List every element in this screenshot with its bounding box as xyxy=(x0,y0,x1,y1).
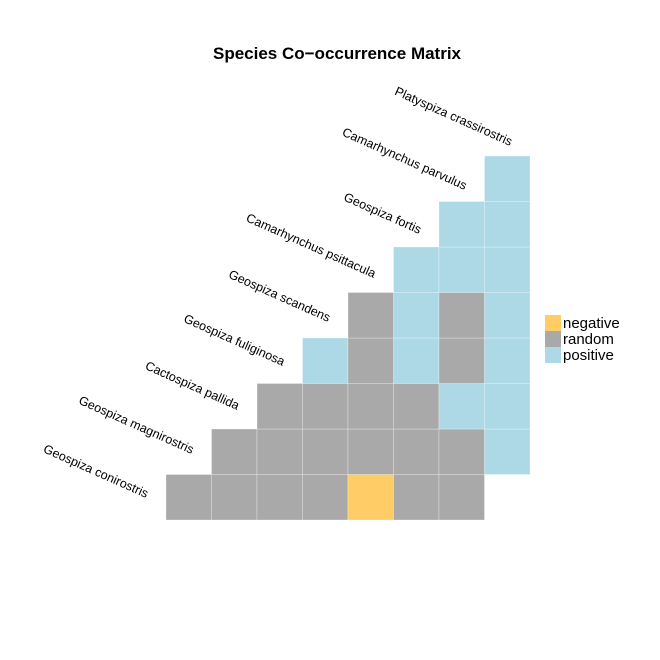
species-label: Cactospiza pallida xyxy=(143,359,241,413)
species-label: Geospiza fortis xyxy=(342,190,424,237)
matrix-cell-random xyxy=(393,428,440,475)
matrix-cell-random xyxy=(347,292,394,339)
matrix-cell-positive xyxy=(484,292,531,339)
matrix-cell-positive xyxy=(302,337,349,384)
matrix-cell-random xyxy=(302,474,349,521)
matrix-cell-positive xyxy=(393,246,440,293)
matrix-cell-positive xyxy=(393,337,440,384)
matrix-cell-random xyxy=(302,428,349,475)
matrix-cell-positive xyxy=(438,246,485,293)
matrix-cell-positive xyxy=(484,155,531,202)
matrix-cell-random xyxy=(347,428,394,475)
matrix-cell-positive xyxy=(484,428,531,475)
matrix-cells xyxy=(165,155,531,521)
legend-swatch-negative xyxy=(545,315,561,331)
matrix-cell-random xyxy=(302,383,349,430)
matrix-cell-positive xyxy=(438,201,485,248)
matrix-cell-random xyxy=(393,383,440,430)
matrix-cell-positive xyxy=(393,292,440,339)
matrix-cell-random xyxy=(347,383,394,430)
matrix-cell-positive xyxy=(438,383,485,430)
matrix-cell-positive xyxy=(484,383,531,430)
matrix-cell-random xyxy=(347,337,394,384)
species-label: Geospiza scandens xyxy=(226,267,332,324)
matrix-cell-random xyxy=(211,474,258,521)
chart-title: Species Co−occurrence Matrix xyxy=(213,44,462,63)
matrix-cell-random xyxy=(438,337,485,384)
legend-label-random: random xyxy=(563,331,614,348)
matrix-cell-random xyxy=(256,428,303,475)
matrix-cell-positive xyxy=(484,201,531,248)
species-label: Geospiza fuliginosa xyxy=(182,312,287,369)
matrix-cell-random xyxy=(256,383,303,430)
matrix-cell-positive xyxy=(484,246,531,293)
matrix-cell-negative xyxy=(347,474,394,521)
species-label: Camarhynchus parvulus xyxy=(340,125,469,193)
matrix-cell-random xyxy=(256,474,303,521)
matrix-cell-random xyxy=(438,474,485,521)
matrix-cell-random xyxy=(438,428,485,475)
matrix-cell-positive xyxy=(484,337,531,384)
legend-swatch-positive xyxy=(545,347,561,363)
species-label: Camarhynchus psittacula xyxy=(244,211,378,281)
species-label: Geospiza conirostris xyxy=(41,442,150,501)
legend-label-positive: positive xyxy=(563,347,614,364)
legend-label-negative: negative xyxy=(563,315,620,332)
species-label: Platyspiza crassirostris xyxy=(393,84,515,148)
species-label: Geospiza magnirostris xyxy=(77,393,196,456)
matrix-cell-random xyxy=(438,292,485,339)
matrix-cell-random xyxy=(211,428,258,475)
legend-swatch-random xyxy=(545,331,561,347)
matrix-cell-random xyxy=(393,474,440,521)
matrix-cell-random xyxy=(165,474,212,521)
